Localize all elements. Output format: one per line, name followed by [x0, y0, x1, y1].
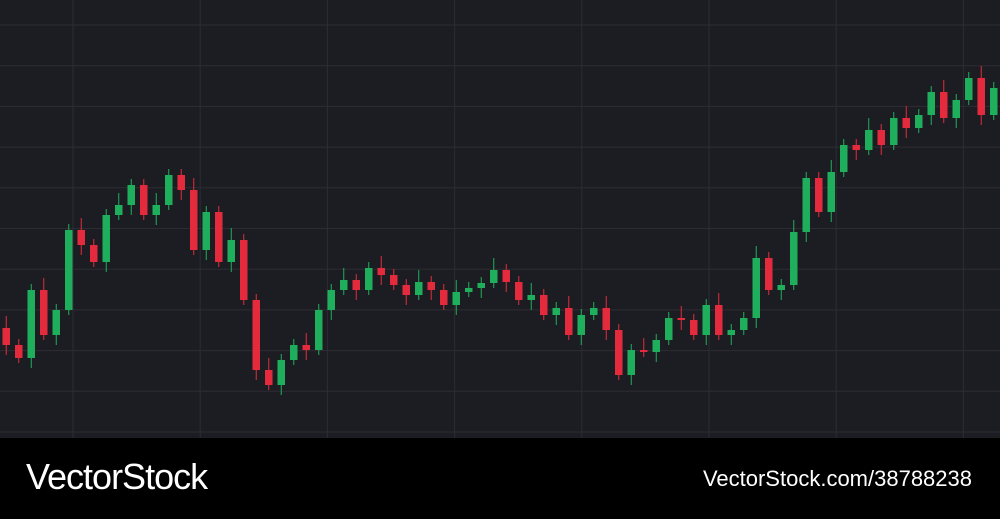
candle-body	[602, 308, 610, 330]
candle-body	[227, 240, 235, 262]
candle-body	[477, 283, 485, 288]
candle-body	[115, 205, 123, 215]
candle-body	[240, 240, 248, 300]
candle-body	[252, 300, 260, 370]
candle-body	[265, 370, 273, 385]
candle-body	[852, 145, 860, 150]
candle-body	[65, 230, 73, 310]
candle-body	[765, 258, 773, 290]
candle-body	[190, 190, 198, 250]
candle-body	[440, 290, 448, 305]
candle-body	[452, 292, 460, 305]
candle-body	[152, 205, 160, 215]
candle-body	[715, 305, 723, 335]
footer: VectorStock VectorStock.com/38788238	[0, 438, 1000, 519]
candle-body	[540, 295, 548, 315]
chart-background	[0, 0, 1000, 438]
candle-body	[977, 78, 985, 115]
candle-body	[652, 340, 660, 352]
candle-body	[840, 145, 848, 172]
candle-body	[752, 258, 760, 318]
chart	[0, 0, 1000, 438]
candle-body	[377, 268, 385, 275]
candle-body	[215, 212, 223, 262]
candle-body	[527, 295, 535, 300]
candle-body	[565, 308, 573, 335]
candle-body	[302, 345, 310, 350]
candle-body	[40, 290, 48, 335]
candle-body	[352, 280, 360, 290]
candle-body	[465, 288, 473, 292]
candle-body	[427, 282, 435, 290]
candle-body	[2, 328, 10, 345]
candle-body	[952, 100, 960, 118]
candle-body	[915, 115, 923, 128]
candle-body	[552, 308, 560, 315]
candle-body	[502, 270, 510, 282]
candle-body	[927, 92, 935, 115]
candle-body	[590, 308, 598, 315]
candle-body	[127, 185, 135, 205]
candle-body	[740, 318, 748, 330]
candle-body	[390, 275, 398, 285]
candle-body	[165, 175, 173, 205]
candle-body	[640, 350, 648, 352]
candle-body	[290, 345, 298, 360]
candle-body	[365, 268, 373, 290]
candle-body	[677, 318, 685, 320]
candle-body	[690, 320, 698, 335]
candle-body	[277, 360, 285, 385]
candle-body	[102, 215, 110, 262]
candle-body	[802, 178, 810, 232]
candle-body	[202, 212, 210, 250]
candle-body	[402, 285, 410, 295]
candle-body	[615, 330, 623, 375]
candle-body	[702, 305, 710, 335]
candle-body	[665, 318, 673, 340]
candle-body	[340, 280, 348, 290]
brand: VectorStock	[26, 456, 208, 497]
candle-body	[827, 172, 835, 212]
candle-body	[415, 282, 423, 295]
candle-body	[15, 345, 23, 358]
candle-body	[515, 282, 523, 300]
candle-body	[877, 130, 885, 145]
candle-body	[77, 230, 85, 245]
candle-body	[777, 285, 785, 290]
candle-body	[315, 310, 323, 350]
candle-body	[890, 118, 898, 145]
candle-body	[577, 315, 585, 335]
candle-body	[790, 232, 798, 285]
candle-body	[902, 118, 910, 128]
candle-body	[990, 88, 998, 115]
candle-body	[490, 270, 498, 283]
candle-body	[27, 290, 35, 358]
candle-body	[52, 310, 60, 335]
candle-body	[627, 350, 635, 375]
candle-body	[140, 185, 148, 215]
candle-body	[90, 245, 98, 262]
candle-body	[177, 175, 185, 190]
candle-body	[940, 92, 948, 118]
image-id: VectorStock.com/38788238	[702, 466, 972, 491]
candle-body	[815, 178, 823, 212]
candle-body	[965, 78, 973, 100]
candle-body	[865, 130, 873, 150]
candle-body	[727, 330, 735, 335]
candle-body	[327, 290, 335, 310]
